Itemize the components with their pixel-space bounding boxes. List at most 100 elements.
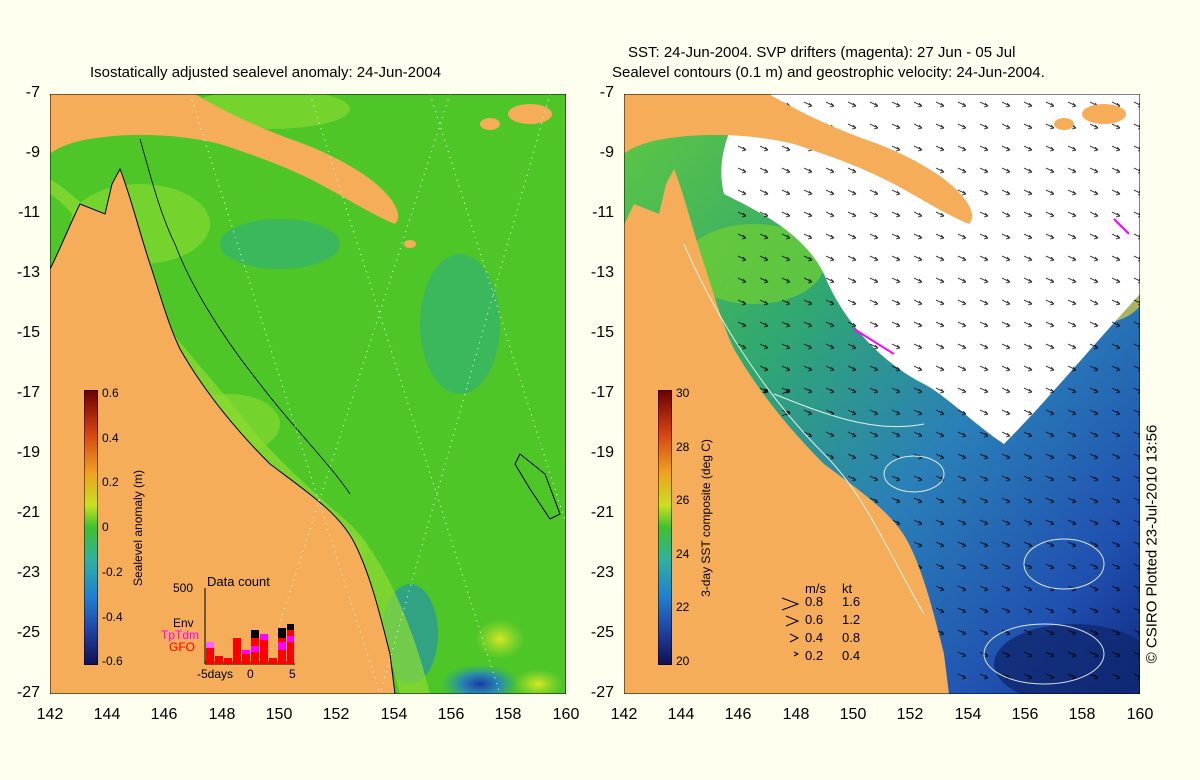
x-tick: 160 xyxy=(1126,706,1154,723)
sst-colorbar-tick: 30 xyxy=(676,386,690,400)
velocity-legend-ms: 0.4 xyxy=(805,630,824,645)
velocity-legend-ms: 0.8 xyxy=(805,594,824,609)
y-tick: -15 xyxy=(16,324,40,341)
data-count-xlabel: 0 xyxy=(247,667,254,681)
x-tick: 158 xyxy=(1068,706,1096,723)
y-tick: -11 xyxy=(592,204,614,221)
x-tick: 158 xyxy=(494,706,522,723)
x-tick: 150 xyxy=(839,706,867,723)
x-tick: 150 xyxy=(265,706,293,723)
x-tick: 142 xyxy=(36,706,64,723)
y-tick: -7 xyxy=(25,84,40,101)
y-tick: -19 xyxy=(16,444,40,461)
y-tick: -23 xyxy=(16,564,40,581)
sealevel-colorbar-label: Sealevel anomaly (m) xyxy=(131,469,145,587)
right-map-title-line1: SST: 24-Jun-2004. SVP drifters (magenta)… xyxy=(628,44,1016,61)
data-count-legend-gfo: GFO xyxy=(169,640,195,654)
sst-colorbar-tick: 28 xyxy=(676,440,690,454)
sst-colorbar-tick: 22 xyxy=(676,600,690,614)
y-tick: -7 xyxy=(599,84,614,101)
reef-contour xyxy=(139,138,351,495)
velocity-legend-kt: 0.4 xyxy=(842,648,861,663)
velocity-legend-ms: 0.6 xyxy=(805,612,824,627)
x-tick: 144 xyxy=(667,706,695,723)
data-count-title: Data count xyxy=(207,574,270,589)
y-tick: -13 xyxy=(590,264,614,281)
sealevel-contours xyxy=(683,243,1105,685)
y-tick: -9 xyxy=(599,144,614,161)
sst-colorbar-tick: 24 xyxy=(676,547,690,561)
arrow-icon xyxy=(785,615,800,627)
new-guinea-land xyxy=(50,94,399,224)
y-tick: -17 xyxy=(16,384,40,401)
island xyxy=(1054,118,1074,130)
right-sst-map xyxy=(624,94,1140,694)
sealevel-colorbar xyxy=(84,390,98,665)
x-tick: 148 xyxy=(208,706,236,723)
data-count-xlabel: 5 xyxy=(289,667,296,681)
island xyxy=(480,118,500,130)
y-tick: -27 xyxy=(590,684,614,701)
satellite-track xyxy=(269,94,451,655)
velocity-legend-kt: 0.8 xyxy=(842,630,861,645)
data-count-max: 500 xyxy=(173,581,194,595)
drifter-track xyxy=(853,328,895,355)
sst-colorbar-tick: 26 xyxy=(676,493,690,507)
coastline xyxy=(50,167,396,694)
credit-text: © CSIRO Plotted 23-Jul-2010 13:56 xyxy=(1143,424,1161,664)
y-tick: -11 xyxy=(18,204,40,221)
y-tick: -17 xyxy=(590,384,614,401)
sst-colorbar-tick: 20 xyxy=(676,654,690,668)
new-caledonia xyxy=(514,453,561,520)
x-tick: 146 xyxy=(724,706,752,723)
y-tick: -27 xyxy=(16,684,40,701)
australia-land xyxy=(50,169,395,694)
velocity-legend-header-kt: kt xyxy=(842,581,853,596)
y-tick: -19 xyxy=(590,444,614,461)
x-tick: 146 xyxy=(150,706,178,723)
data-count-chart xyxy=(204,588,295,665)
x-tick: 156 xyxy=(1011,706,1039,723)
x-tick: 144 xyxy=(93,706,121,723)
left-sealevel-map xyxy=(50,94,566,694)
y-tick: -15 xyxy=(590,324,614,341)
y-tick: -25 xyxy=(16,624,40,641)
y-tick: -21 xyxy=(16,504,40,521)
left-map-title: Isostatically adjusted sealevel anomaly:… xyxy=(90,64,442,81)
ssh-low-patch xyxy=(420,254,500,394)
ssh-low-patch xyxy=(220,219,340,269)
y-tick: -25 xyxy=(590,624,614,641)
data-count-xlabel: -5days xyxy=(197,667,234,681)
y-tick: -21 xyxy=(590,504,614,521)
velocity-legend-header-ms: m/s xyxy=(805,581,826,596)
island xyxy=(508,104,552,124)
australia-land xyxy=(624,169,949,694)
arrow-icon xyxy=(789,633,800,643)
sealevel-colorbar-tick: -0.6 xyxy=(102,654,123,668)
ssh-high-patch xyxy=(513,669,563,694)
y-tick: -23 xyxy=(590,564,614,581)
island xyxy=(404,240,416,248)
drifter-track xyxy=(1113,218,1130,235)
sealevel-colorbar-tick: -0.2 xyxy=(102,565,123,579)
x-tick: 154 xyxy=(954,706,982,723)
velocity-legend-ms: 0.2 xyxy=(805,648,824,663)
y-tick: -9 xyxy=(25,144,40,161)
sealevel-colorbar-tick: 0.2 xyxy=(102,475,119,489)
x-tick: 148 xyxy=(782,706,810,723)
sealevel-colorbar-tick: 0.6 xyxy=(102,386,119,400)
sst-colorbar xyxy=(658,390,672,665)
arrow-icon xyxy=(781,597,800,611)
ssh-high-patch xyxy=(475,619,525,659)
velocity-legend-arrows xyxy=(781,597,800,657)
x-tick: 160 xyxy=(552,706,580,723)
sealevel-colorbar-tick: 0 xyxy=(102,520,109,534)
x-tick: 156 xyxy=(437,706,465,723)
data-count-legend-tptdm: TpTdm xyxy=(161,628,200,642)
island xyxy=(1082,104,1126,124)
x-tick: 152 xyxy=(322,706,350,723)
data-count-bars xyxy=(206,624,294,664)
x-tick: 152 xyxy=(896,706,924,723)
new-guinea-land xyxy=(624,94,973,224)
data-count-legend-env: Env xyxy=(173,616,194,630)
